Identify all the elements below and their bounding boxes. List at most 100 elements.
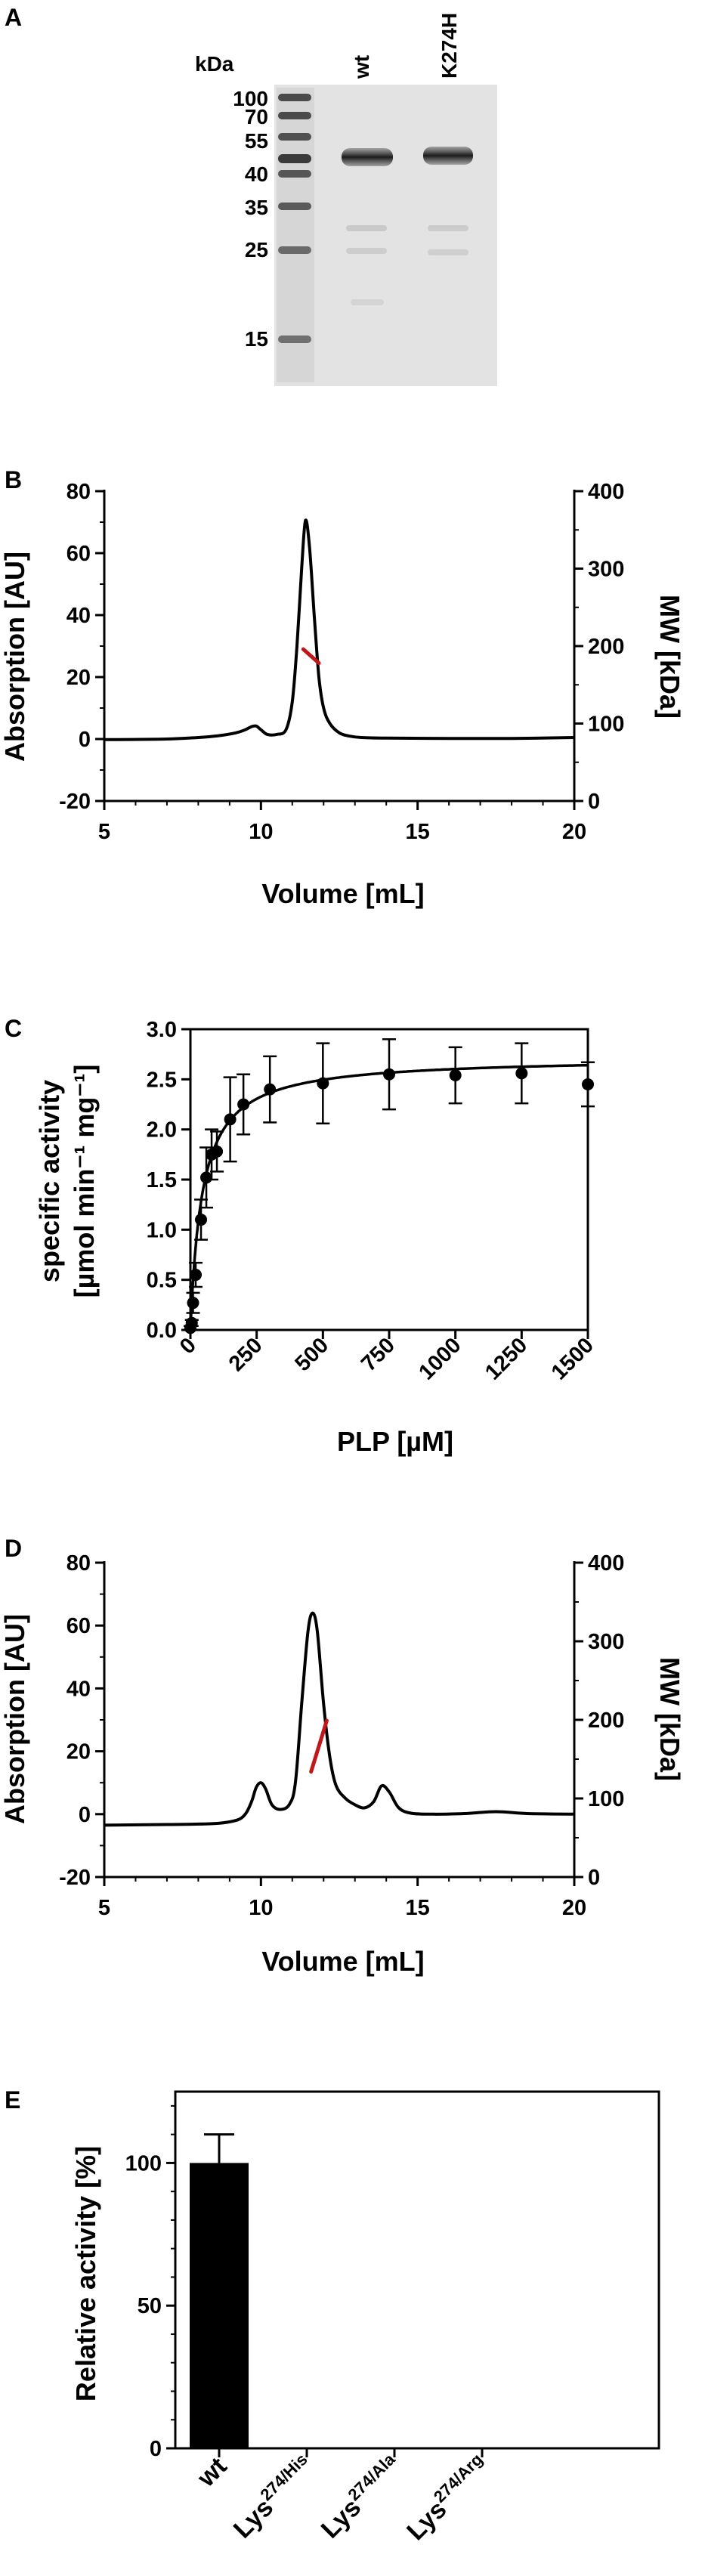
panel-c: C specific activity [µmol min⁻¹ mg⁻¹] PL… [5, 1015, 598, 1457]
marker-band [278, 170, 311, 178]
y-tick-label: 80 [66, 1551, 91, 1576]
x-tick-label: 20 [562, 1896, 586, 1920]
mw-segment [301, 647, 321, 666]
x-tick-label: 0 [175, 1333, 201, 1359]
gel-lane-label-wt: wt [350, 55, 373, 79]
y-axis-title-e: Relative activity [%] [70, 2146, 101, 2401]
category-superscript-text: 274/Arg [430, 2450, 487, 2506]
band-k274h-faint [428, 225, 468, 231]
marker-band [278, 246, 311, 254]
y-tick-label: -20 [59, 790, 91, 814]
band-wt-faint [346, 225, 387, 231]
panel-letter-a: A [5, 4, 22, 31]
panel-letter-e: E [5, 2086, 20, 2114]
y2-tick-label: 300 [588, 1630, 624, 1654]
x-tick-label: 10 [249, 820, 273, 844]
data-point [187, 1297, 199, 1310]
y-tick-label: 0.5 [147, 1269, 177, 1293]
data-point [195, 1214, 208, 1226]
marker-label-15: 15 [245, 327, 268, 351]
category-superscript-text: 274/His [256, 2450, 311, 2504]
y-tick-label: 0 [150, 2437, 162, 2461]
y-tick-label: 50 [138, 2294, 162, 2318]
y-tick-label: 1.0 [147, 1218, 177, 1242]
panel-b: B Absorption [AU] MW [kDa] Volume [mL] -… [0, 466, 685, 909]
data-point [224, 1113, 237, 1126]
sec-trace-line [104, 518, 575, 741]
marker-label-40: 40 [245, 162, 268, 186]
marker-band [278, 133, 311, 141]
y2-tick-label: 100 [588, 1787, 624, 1811]
category-superscript-text: 274/Ala [344, 2449, 399, 2504]
y-tick-label: 60 [66, 542, 91, 566]
data-point [582, 1078, 594, 1090]
panel-letter-c: C [5, 1015, 22, 1042]
band-wt-faint [346, 248, 387, 254]
x-tick-label: 750 [357, 1333, 400, 1376]
panel-a: A kDa wt K274H 100 70 55 40 35 25 15 [5, 4, 497, 386]
panel-letter-d: D [5, 1535, 22, 1562]
gel-marker-labels: 100 70 55 40 35 25 15 [233, 87, 268, 351]
category-main-text: wt [191, 2452, 232, 2493]
x-tick-label: 1500 [547, 1333, 598, 1384]
y-tick-label: -20 [59, 1866, 91, 1890]
x-category-label: wt [191, 2452, 232, 2493]
y-tick-label: 0 [79, 728, 91, 752]
y-tick-label: 80 [66, 480, 91, 504]
x-axis-title-c: PLP [µM] [337, 1426, 453, 1457]
marker-label-100: 100 [233, 87, 268, 110]
y-axis-title-d: Absorption [AU] [0, 1614, 30, 1824]
x-tick-label: 15 [406, 820, 430, 844]
x-tick-label: 1000 [414, 1333, 465, 1384]
x-tick-label: 1250 [481, 1333, 532, 1384]
panel-d: D Absorption [AU] MW [kDa] Volume [mL] -… [0, 1535, 685, 1977]
y-tick-label: 2.0 [147, 1118, 177, 1143]
data-point [317, 1077, 329, 1090]
data-point [200, 1171, 213, 1184]
y-tick-label: 0.0 [147, 1319, 177, 1343]
gel-lane-label-k274h: K274H [438, 13, 461, 79]
x-tick-label: 10 [249, 1896, 273, 1920]
x-category-label: Lys274/Arg [399, 2450, 495, 2546]
y-tick-label: 2.5 [147, 1068, 177, 1092]
data-point [190, 1269, 203, 1282]
panel-e: E Relative activity [%] 0 50 100 wtLys274/H… [5, 2086, 660, 2546]
y2-tick-label: 300 [588, 558, 624, 582]
x-axis-title-b: Volume [mL] [261, 878, 424, 909]
x-category-label: Lys274/Ala [314, 2449, 408, 2544]
y2-tick-label: 0 [588, 1866, 600, 1890]
sec-trace-line [104, 1611, 575, 1827]
plot-c: 0.0 0.5 1.0 1.5 2.0 2.5 3.0 0 250 500 750 1000 1250 1… [147, 1018, 598, 1385]
panel-letter-b: B [5, 466, 22, 493]
y2-axis-title-b: MW [kDa] [654, 595, 685, 719]
y2-tick-label: 400 [588, 1551, 624, 1576]
marker-band [278, 336, 311, 343]
mw-segment [309, 1718, 329, 1774]
bar [190, 2163, 249, 2448]
data-point [185, 1316, 198, 1329]
marker-band [278, 94, 311, 101]
band-wt-main [342, 148, 393, 166]
y-tick-label: 20 [66, 666, 91, 690]
y-axis-title-c-line2: [µmol min⁻¹ mg⁻¹] [69, 1065, 100, 1298]
marker-band [278, 203, 311, 210]
y-axis-title-c-line1: specific activity [34, 1080, 65, 1282]
x-tick-label: 20 [562, 820, 586, 844]
gel-marker-bands [278, 94, 311, 343]
y-tick-label: 60 [66, 1614, 91, 1638]
y2-tick-label: 400 [588, 480, 624, 504]
data-point [237, 1098, 250, 1111]
y-tick-label: 3.0 [147, 1018, 177, 1042]
y-tick-label: 40 [66, 604, 91, 628]
y-tick-label: 100 [125, 2151, 162, 2176]
data-point [449, 1069, 462, 1082]
marker-label-25: 25 [245, 238, 268, 261]
data-point [515, 1067, 528, 1080]
marker-band [278, 154, 311, 163]
x-tick-label: 500 [290, 1333, 333, 1376]
plot-frame [174, 2090, 660, 2450]
band-k274h-main [423, 147, 473, 165]
y-tick-label: 0 [79, 1803, 91, 1827]
